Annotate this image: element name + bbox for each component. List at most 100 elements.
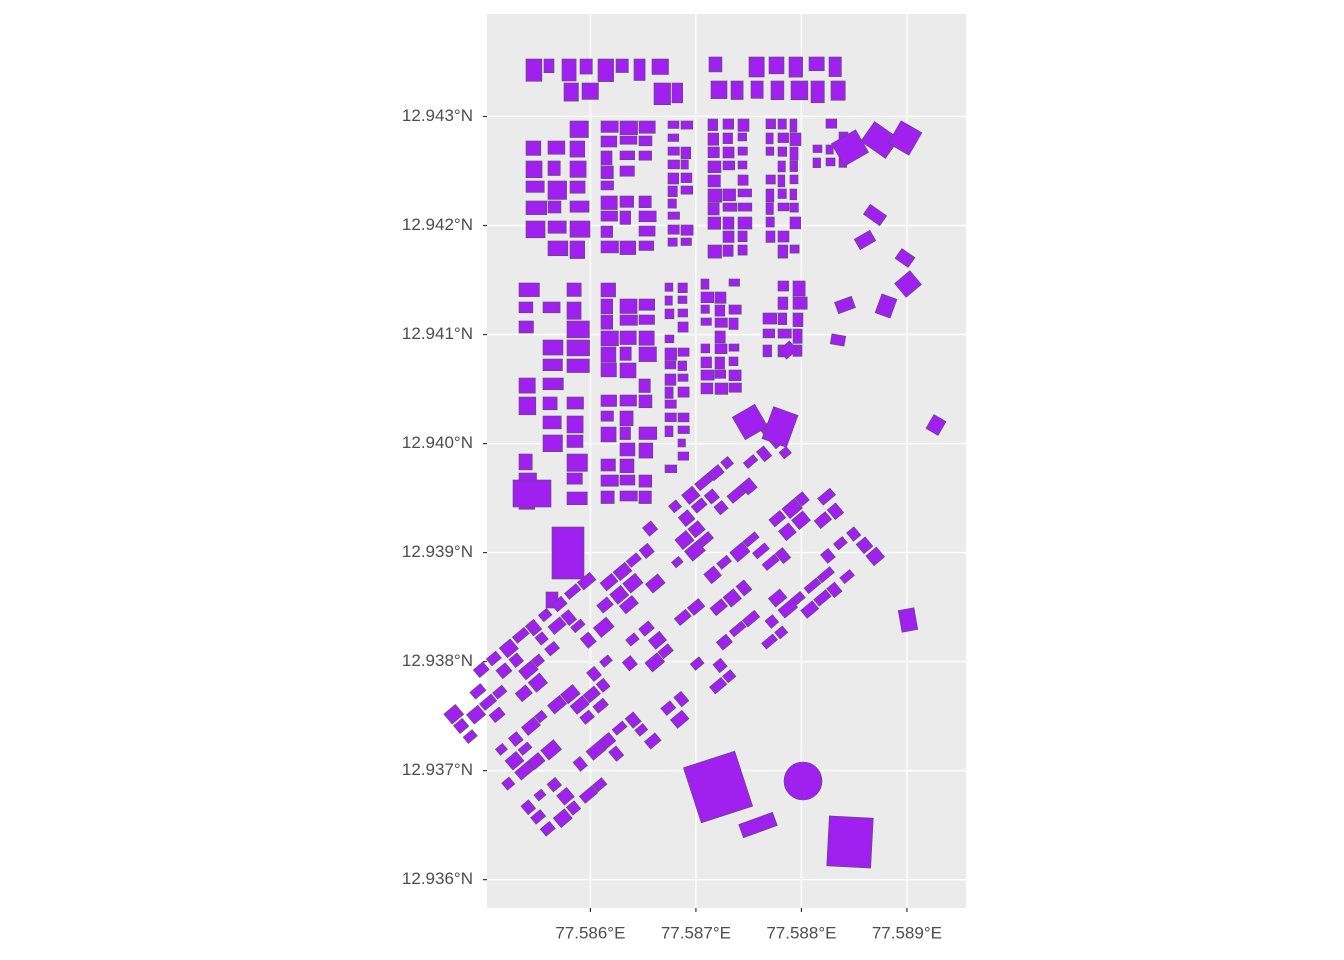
building: [664, 295, 673, 306]
building: [600, 282, 616, 298]
building: [820, 547, 836, 564]
building: [722, 132, 733, 144]
building: [680, 237, 692, 246]
building: [707, 216, 722, 230]
building: [547, 240, 569, 257]
building: [770, 80, 785, 101]
building: [765, 188, 775, 203]
building: [712, 657, 728, 674]
building: [638, 442, 654, 459]
building: [830, 129, 870, 167]
building: [619, 165, 635, 177]
building: [525, 180, 545, 193]
building: [714, 356, 725, 370]
building: [862, 203, 888, 227]
building: [761, 553, 780, 571]
building: [644, 573, 666, 594]
building: [518, 396, 537, 416]
building: [703, 488, 720, 505]
building: [774, 547, 792, 565]
building: [638, 394, 653, 409]
building: [828, 56, 842, 77]
building: [713, 500, 729, 516]
building: [720, 456, 734, 470]
building: [707, 244, 722, 259]
building: [657, 643, 674, 660]
building: [777, 328, 792, 339]
building: [800, 600, 820, 619]
building: [777, 132, 789, 143]
building: [728, 356, 739, 367]
building: [638, 225, 656, 237]
building: [860, 121, 900, 159]
building: [577, 571, 597, 591]
building: [638, 330, 655, 346]
building: [707, 188, 723, 203]
building: [518, 377, 536, 394]
building: [618, 595, 639, 615]
building: [681, 485, 701, 505]
building: [619, 330, 637, 345]
building: [511, 626, 530, 644]
building: [722, 146, 735, 159]
building: [714, 369, 726, 379]
building: [722, 118, 735, 130]
building: [741, 609, 761, 628]
building: [600, 225, 613, 238]
building: [765, 118, 776, 130]
building: [619, 410, 634, 427]
building: [700, 304, 710, 314]
building: [777, 230, 790, 243]
building: [619, 150, 635, 161]
building: [625, 552, 642, 568]
building: [530, 809, 547, 825]
building: [453, 717, 470, 734]
building: [667, 237, 678, 247]
building: [664, 334, 675, 344]
building: [761, 406, 799, 448]
building: [834, 295, 856, 315]
building: [598, 732, 617, 750]
building: [600, 314, 614, 330]
building: [664, 282, 674, 292]
building: [566, 301, 582, 320]
building: [600, 298, 613, 315]
building: [767, 588, 788, 608]
building: [664, 425, 674, 437]
building: [508, 731, 524, 747]
building: [812, 157, 821, 168]
y-tick-label: 12.941°N: [402, 324, 473, 343]
building: [462, 729, 478, 744]
building: [520, 799, 537, 816]
building: [563, 583, 582, 600]
building: [790, 591, 806, 606]
building: [728, 317, 739, 330]
building: [887, 120, 923, 156]
building: [518, 282, 540, 297]
building: [664, 373, 677, 386]
building: [748, 56, 765, 78]
building: [709, 598, 728, 617]
building: [495, 662, 513, 680]
building: [737, 188, 752, 198]
building: [569, 220, 591, 238]
building: [625, 632, 640, 647]
building: [703, 565, 722, 585]
building: [619, 298, 638, 314]
building: [600, 458, 616, 472]
building: [777, 280, 789, 292]
building: [619, 240, 637, 255]
building: [525, 160, 543, 179]
building: [547, 140, 566, 155]
building: [792, 328, 803, 344]
building: [777, 146, 788, 157]
building: [700, 291, 715, 303]
building: [600, 362, 617, 378]
building: [638, 426, 658, 440]
building: [599, 573, 619, 592]
building: [600, 394, 617, 407]
building: [728, 620, 747, 638]
building: [537, 608, 553, 623]
building: [853, 229, 877, 251]
building: [582, 685, 601, 704]
